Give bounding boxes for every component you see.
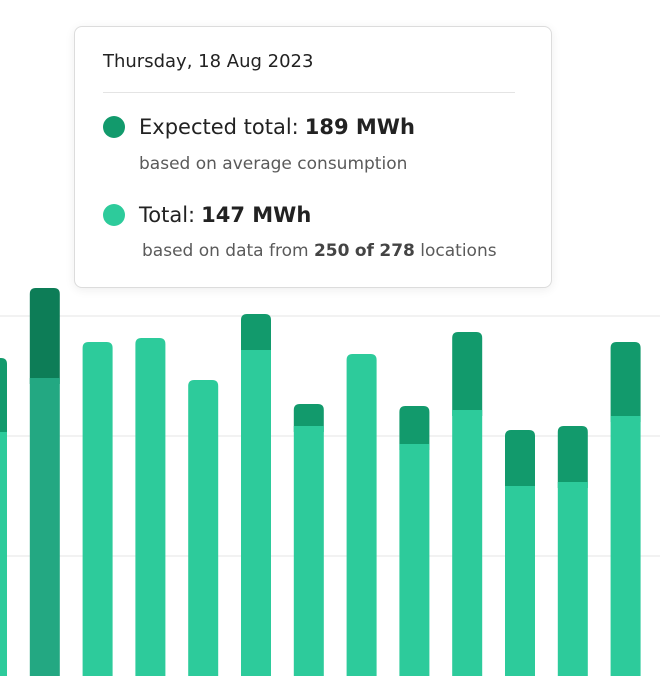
expected-total-row: Expected total: 189 MWh [103, 115, 415, 139]
total-note-suffix: locations [420, 241, 497, 261]
total-label: Total: [139, 203, 196, 227]
bar-total-segment [82, 342, 113, 676]
expected-total-note: based on average consumption [139, 154, 408, 174]
bar-expected-segment [505, 430, 535, 492]
bar-total-segment [293, 426, 324, 676]
bar-total-segment [135, 338, 166, 676]
total-note-prefix: based on data from [142, 241, 309, 261]
total-note-count: 250 [313, 241, 350, 261]
bar-total-segment [610, 416, 641, 676]
bar-total-segment [505, 486, 535, 676]
bar-total-segment [452, 410, 483, 676]
bar-expected-segment [293, 404, 324, 432]
bar-total-segment [399, 444, 430, 676]
bar-expected-segment [241, 314, 271, 356]
bar-expected-segment [399, 406, 430, 450]
tooltip-divider [103, 92, 515, 93]
tooltip-date: Thursday, 18 Aug 2023 [103, 51, 314, 72]
total-note-of: of [354, 241, 374, 261]
chart-tooltip: Thursday, 18 Aug 2023 Expected total: 18… [74, 26, 552, 288]
bar-expected-segment [29, 288, 60, 384]
bar-total-segment [0, 432, 7, 676]
total-note-total: 278 [379, 241, 415, 261]
bar-total-segment [188, 380, 219, 676]
bar-total-segment [557, 482, 588, 676]
bar-total-segment [241, 350, 271, 676]
bar-expected-segment [610, 342, 641, 422]
bar-expected-segment [452, 332, 483, 416]
bar-total-segment [29, 378, 60, 676]
bar-expected-segment [0, 358, 7, 438]
total-row: Total: 147 MWh [103, 203, 311, 227]
expected-total-dot [103, 116, 125, 138]
expected-total-label: Expected total: [139, 115, 299, 139]
total-note: based on data from 250 of 278 locations [142, 241, 497, 261]
total-value: 147 MWh [201, 203, 312, 227]
total-dot [103, 204, 125, 226]
expected-total-value: 189 MWh [304, 115, 415, 139]
bar-total-segment [346, 354, 377, 676]
bar-expected-segment [557, 426, 588, 488]
